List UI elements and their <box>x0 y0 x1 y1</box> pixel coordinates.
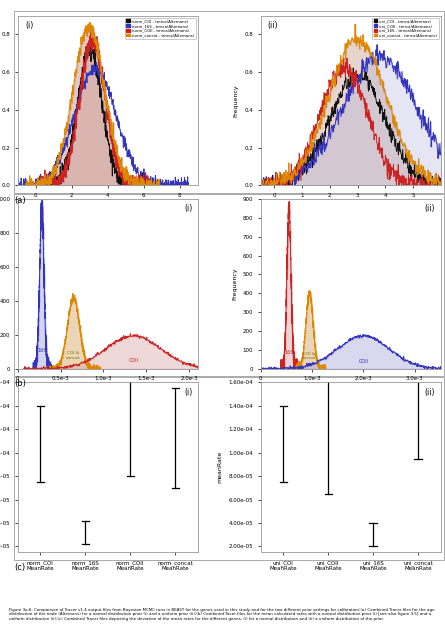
Text: (i): (i) <box>184 204 192 213</box>
Text: COII: COII <box>129 358 138 363</box>
Text: COI &
concat: COI & concat <box>302 352 317 361</box>
Y-axis label: Frequency: Frequency <box>234 84 239 117</box>
X-axis label: meanRate: meanRate <box>335 387 367 392</box>
Text: (ii): (ii) <box>268 21 279 30</box>
Text: (ii): (ii) <box>425 388 435 396</box>
Y-axis label: meanRate: meanRate <box>218 451 223 484</box>
Y-axis label: Frequency: Frequency <box>232 268 237 300</box>
Legend: uni_COI - tmrca(Alternans), uni_COII - tmrca(Alternans), uni_16S - tmrca(Alterna: uni_COI - tmrca(Alternans), uni_COII - t… <box>372 17 439 39</box>
Text: (b): (b) <box>14 379 26 388</box>
Text: (a): (a) <box>14 196 26 205</box>
Text: 16S: 16S <box>37 348 46 353</box>
Text: (ii): (ii) <box>425 204 435 213</box>
Legend: norm_COI - tmrca(Alternans), norm_16S - tmrca(Alternans), norm_COII - tmrca(Alte: norm_COI - tmrca(Alternans), norm_16S - … <box>125 17 196 39</box>
Text: COI &
concat: COI & concat <box>66 351 81 359</box>
Text: 16S: 16S <box>284 349 294 354</box>
Text: (c): (c) <box>14 563 25 572</box>
Text: COII: COII <box>358 359 368 364</box>
Text: (i): (i) <box>184 388 192 396</box>
X-axis label: meanRate: meanRate <box>92 387 124 392</box>
Text: (i): (i) <box>25 21 33 30</box>
X-axis label: tmrca(Alternans): tmrca(Alternans) <box>81 203 134 208</box>
X-axis label: tmrca(Alternans): tmrca(Alternans) <box>324 203 377 208</box>
Text: Figure 3a.6: Comparison of Tracer v1.4 output files from Bayesian MCMC runs in B: Figure 3a.6: Comparison of Tracer v1.4 o… <box>9 608 434 621</box>
